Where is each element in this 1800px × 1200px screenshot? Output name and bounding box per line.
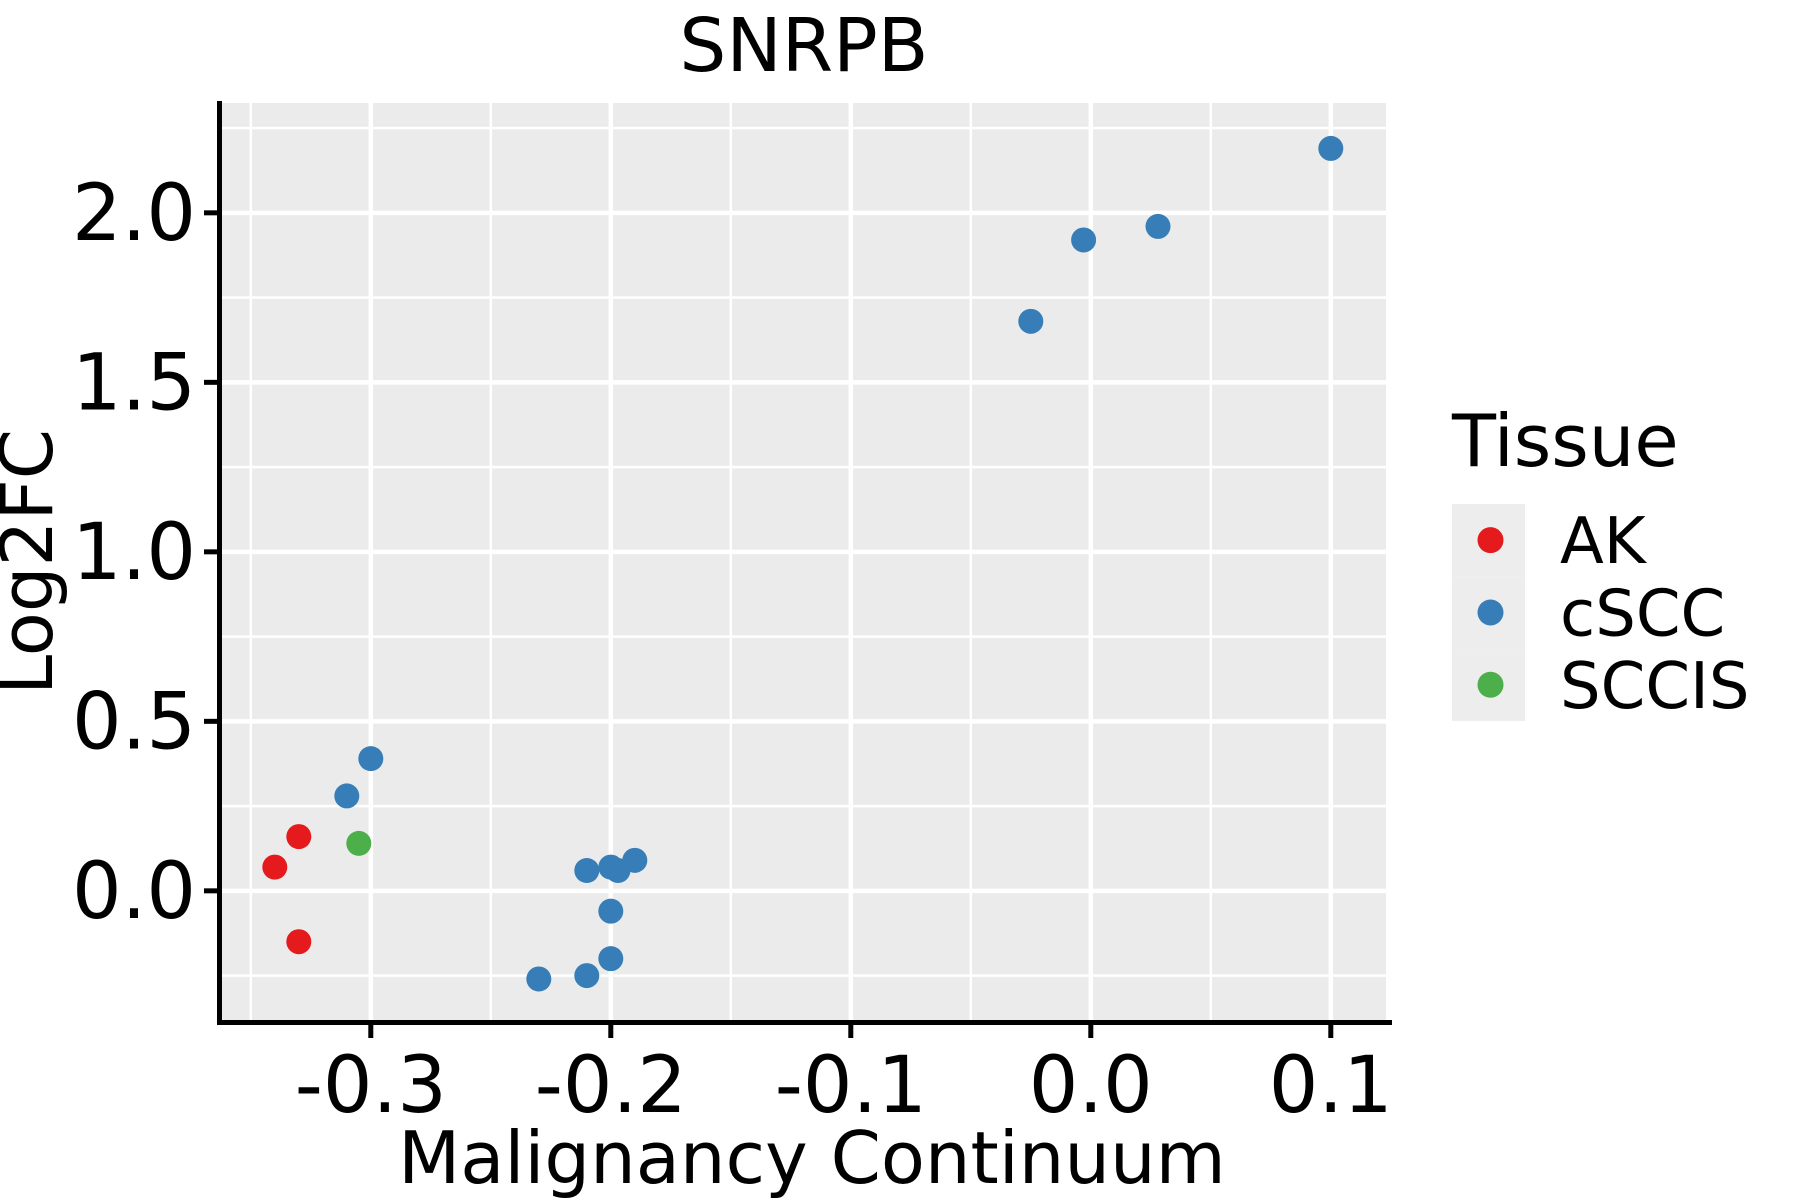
- x-tick-label: 0.0: [1029, 1041, 1153, 1131]
- data-point-cSCC: [598, 898, 624, 924]
- data-point-cSCC: [1018, 308, 1044, 334]
- data-point-cSCC: [574, 858, 600, 884]
- data-point-cSCC: [1071, 227, 1097, 253]
- legend-label-cSCC: cSCC: [1560, 577, 1725, 651]
- x-tick-label: 0.1: [1269, 1041, 1393, 1131]
- legend-title: Tissue: [1451, 399, 1679, 483]
- legend-dot-cSCC: [1477, 599, 1504, 626]
- y-tick-label: 1.5: [72, 338, 196, 428]
- legend-dot-AK: [1477, 527, 1504, 554]
- plot-panel: -0.3 -0.2 -0.1 0.0 0.1 0.0 0.5 1.0 1.5 2.0: [72, 101, 1393, 1131]
- data-point-AK: [286, 929, 312, 955]
- x-tick-label: -0.3: [295, 1041, 447, 1131]
- y-tick-label: 0.5: [72, 677, 196, 767]
- data-point-cSCC: [526, 966, 552, 992]
- data-point-cSCC: [334, 783, 360, 809]
- legend-label-AK: AK: [1560, 505, 1648, 579]
- x-axis-title: Malignancy Continuum: [398, 1116, 1226, 1200]
- data-point-cSCC: [598, 946, 624, 972]
- x-tick-label: -0.1: [775, 1041, 927, 1131]
- x-tick-label: -0.2: [535, 1041, 687, 1131]
- panel-background: [222, 103, 1386, 1020]
- data-point-cSCC: [358, 746, 384, 772]
- data-point-cSCC: [1145, 213, 1171, 239]
- data-point-cSCC: [1318, 135, 1344, 161]
- data-point-cSCC: [622, 847, 648, 873]
- data-point-cSCC: [574, 963, 600, 989]
- legend-label-SCCIS: SCCIS: [1560, 650, 1750, 724]
- data-point-AK: [262, 854, 288, 880]
- y-axis-title: Log2FC: [0, 429, 69, 695]
- legend-dot-SCCIS: [1477, 671, 1504, 698]
- y-tick-label: 2.0: [72, 169, 196, 259]
- y-tick-label: 0.0: [72, 847, 196, 937]
- plot-title: SNRPB: [679, 3, 928, 89]
- y-tick-label: 1.0: [72, 508, 196, 598]
- data-point-SCCIS: [346, 830, 372, 856]
- data-point-AK: [286, 824, 312, 850]
